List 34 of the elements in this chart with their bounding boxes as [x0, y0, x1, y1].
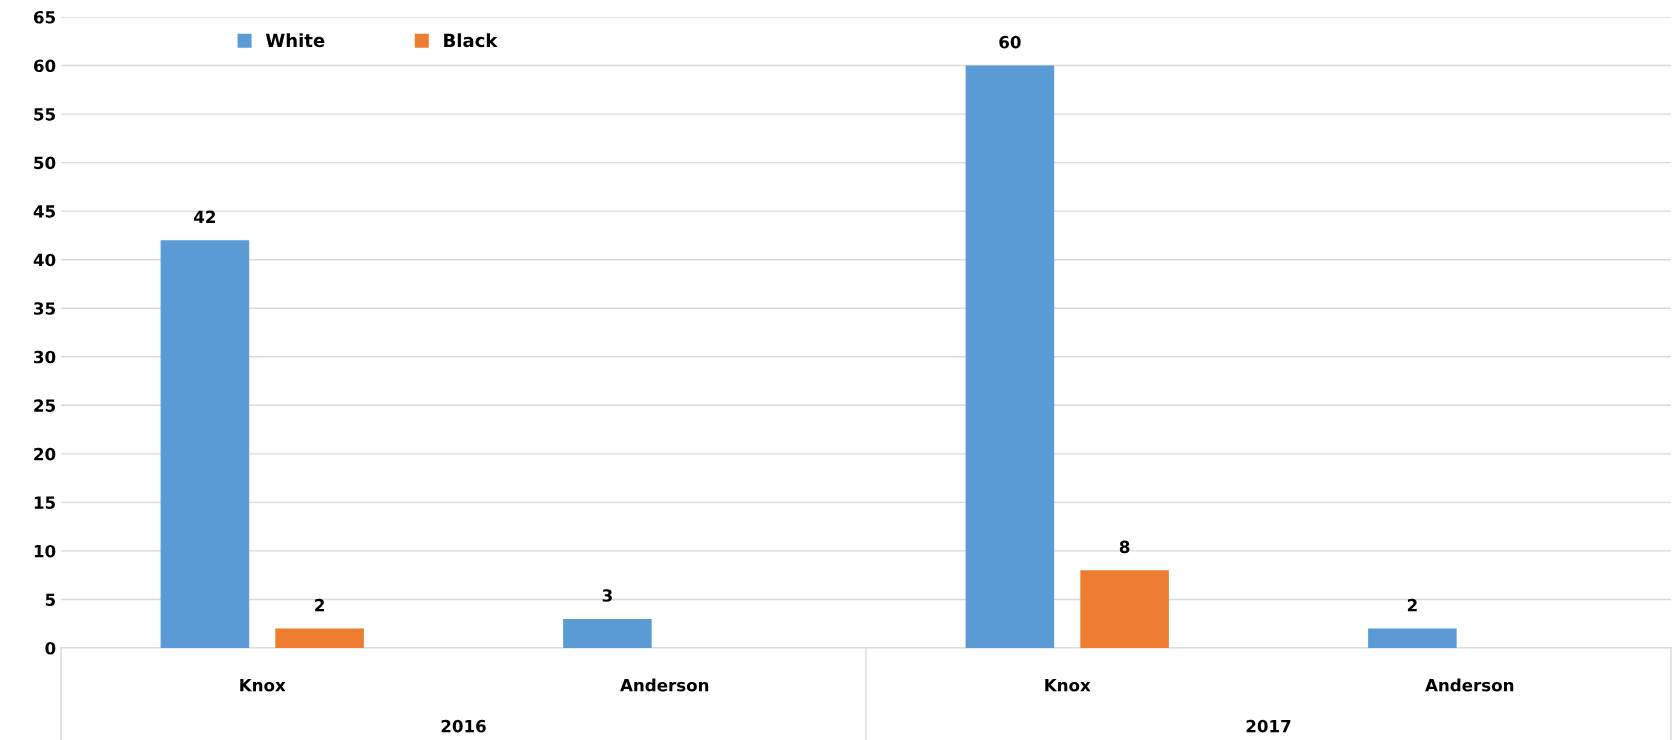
- y-tick-label: 0: [45, 641, 56, 655]
- y-tick-label: 45: [33, 205, 55, 218]
- bar: [1080, 570, 1169, 648]
- data-label: 42: [194, 210, 216, 223]
- data-label: 60: [999, 35, 1021, 49]
- text: 2017: [1246, 719, 1291, 733]
- y-tick-label: 55: [34, 108, 55, 121]
- bar: [160, 240, 250, 648]
- data-label: 2: [1407, 598, 1417, 612]
- x-tick-label: Knox: [1045, 679, 1091, 692]
- y-tick-label: 30: [34, 350, 56, 364]
- y-tick-label: 65: [33, 10, 55, 24]
- y-tick-label: 35: [34, 302, 55, 315]
- y-tick-label: 25: [34, 399, 55, 412]
- x-tick-label: Knox: [240, 679, 286, 692]
- legend-label: Black: [444, 33, 498, 48]
- y-tick-label: 40: [33, 253, 56, 267]
- text: 2016: [441, 719, 486, 733]
- y-tick-label: 60: [33, 59, 56, 73]
- x-tick-label: Anderson: [620, 678, 709, 692]
- y-tick-label: 50: [34, 156, 56, 170]
- y-tick-label: 10: [34, 544, 56, 558]
- data-label: 2: [315, 598, 324, 612]
- bar: [563, 618, 652, 648]
- bar: [275, 628, 364, 648]
- bar: [1368, 628, 1457, 648]
- data-label: 8: [1119, 540, 1130, 554]
- y-tick-label: 20: [34, 447, 56, 461]
- legend-label: White: [265, 33, 325, 48]
- x-tick-label: Anderson: [1425, 678, 1514, 692]
- bar: [965, 65, 1055, 648]
- y-tick-label: 5: [45, 593, 55, 607]
- y-tick-label: 15: [34, 496, 55, 509]
- data-label: 3: [602, 589, 612, 602]
